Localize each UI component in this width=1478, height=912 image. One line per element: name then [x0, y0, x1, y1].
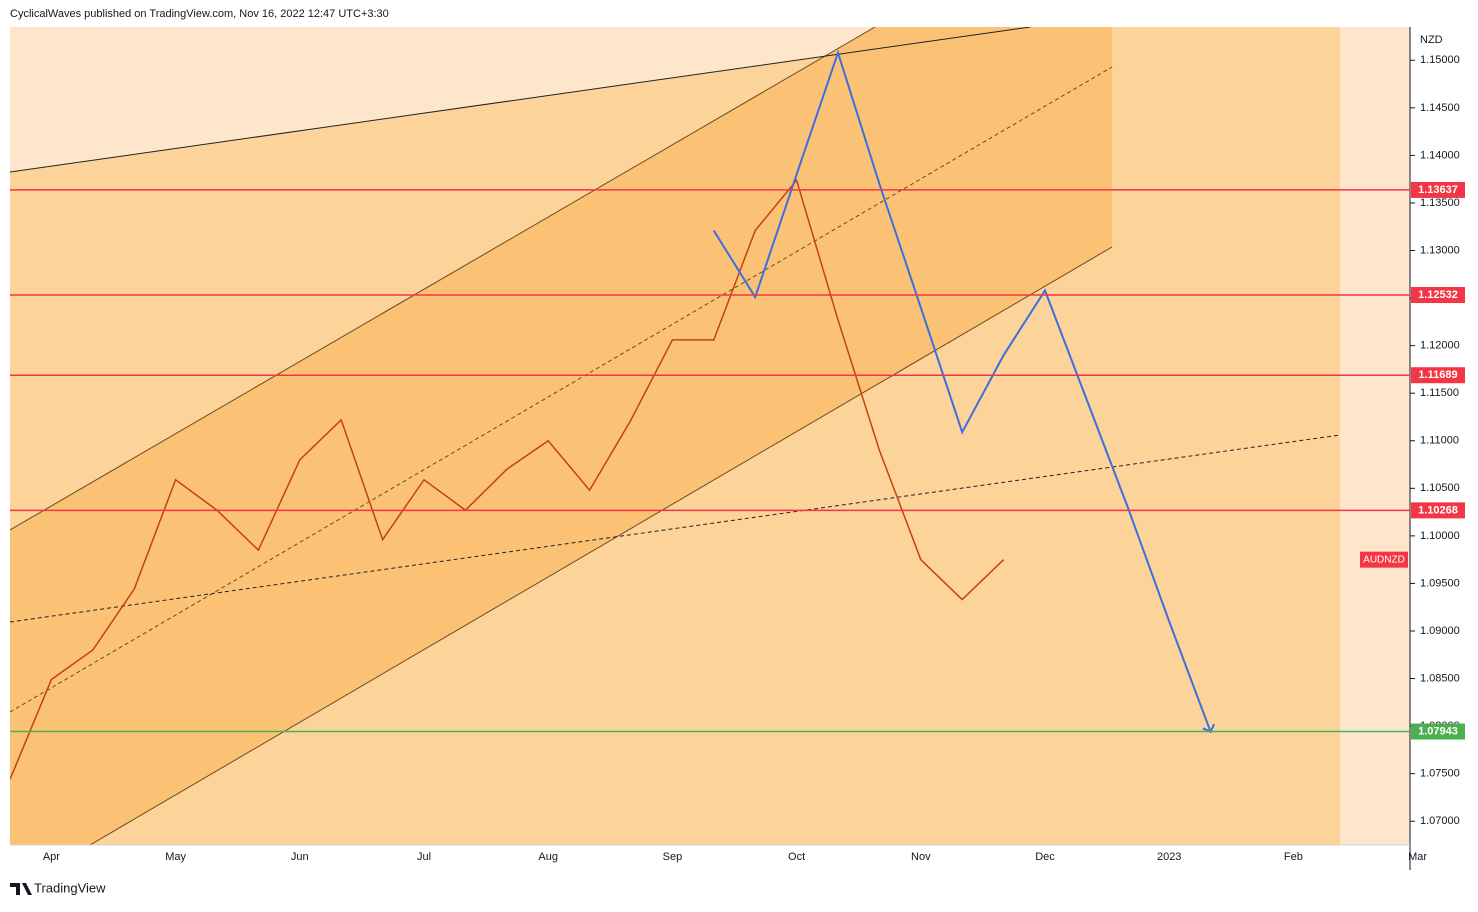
- channel: [10, 27, 1112, 845]
- x-tick-label: Oct: [788, 851, 805, 863]
- level-tag: [1411, 181, 1465, 198]
- y-axis-label: NZD: [1420, 34, 1443, 46]
- x-tick-label: Nov: [911, 851, 931, 863]
- projection-line: [712, 49, 1216, 734]
- channel-mid: [10, 66, 1113, 713]
- y-tick-label: 1.11000: [1420, 435, 1459, 447]
- x-tick-label: May: [165, 851, 186, 863]
- trend-line: [10, 27, 1031, 173]
- y-tick-label: 1.10000: [1420, 530, 1460, 542]
- plot-background: [10, 27, 1410, 845]
- y-tick-label: 1.09500: [1420, 577, 1460, 589]
- x-tick-label: Feb: [1284, 851, 1303, 863]
- x-tick-label: Dec: [1035, 851, 1055, 863]
- x-tick-label: Mar: [1408, 851, 1427, 863]
- y-tick-label: 1.10500: [1420, 482, 1460, 494]
- footer: TradingView: [34, 880, 106, 895]
- y-tick-label: 1.13000: [1420, 244, 1460, 256]
- level-label: 1.11689: [1418, 369, 1457, 381]
- level-tag: [1411, 367, 1465, 384]
- y-tick-label: 1.14000: [1420, 149, 1460, 161]
- y-tick-label: 1.13500: [1420, 197, 1460, 209]
- y-tick-label: 1.11500: [1420, 387, 1459, 399]
- level-tag: [1411, 502, 1465, 519]
- y-tick-label: 1.14500: [1420, 102, 1460, 114]
- x-tick-label: Aug: [538, 851, 558, 863]
- y-tick-label: 1.08500: [1420, 672, 1460, 684]
- x-tick-label: Apr: [43, 851, 60, 863]
- x-tick-label: Sep: [663, 851, 683, 863]
- level-label: 1.10268: [1418, 504, 1458, 516]
- channel-line: [89, 246, 1113, 845]
- y-tick-label: 1.09000: [1420, 625, 1460, 637]
- level-tag: [1411, 723, 1465, 740]
- y-tick-label: 1.07500: [1420, 768, 1460, 780]
- x-tick-label: Jul: [417, 851, 431, 863]
- price-line: [10, 178, 1005, 780]
- level-tag: [1411, 287, 1465, 304]
- x-tick-label: Jun: [291, 851, 309, 863]
- level-label: 1.13637: [1418, 184, 1458, 196]
- symbol-label: AUDNZD: [1363, 554, 1405, 565]
- y-tick-label: 1.15000: [1420, 54, 1460, 66]
- level-label: 1.07943: [1418, 725, 1458, 737]
- zone: [1340, 27, 1410, 845]
- level-label: 1.12532: [1418, 289, 1458, 301]
- y-tick-label: 1.12000: [1420, 340, 1460, 352]
- channel-line: [10, 27, 876, 531]
- header: CyclicalWaves published on TradingView.c…: [10, 8, 389, 20]
- symbol-tag: [1360, 551, 1408, 568]
- x-tick-label: 2023: [1157, 851, 1181, 863]
- y-tick-label: 1.07000: [1420, 815, 1460, 827]
- logo: TradingView: [10, 880, 106, 895]
